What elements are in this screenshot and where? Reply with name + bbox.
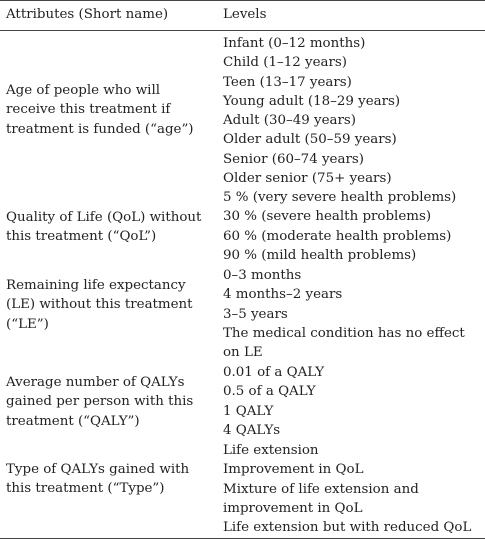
levels-age: Infant (0–12 months) Child (1–12 years) …: [223, 34, 485, 188]
attribute-qol: Quality of Life (QoL) without this treat…: [6, 210, 202, 245]
table-bottom-rule: [0, 538, 485, 539]
attribute-age: Age of people who will receive this trea…: [6, 83, 194, 137]
header-rule: [0, 30, 485, 31]
level-item: Older adult (50–59 years): [223, 132, 397, 148]
level-item: Infant (0–12 months): [223, 36, 366, 51]
levels-le: 0–3 months 4 months–2 years 3–5 years Th…: [223, 266, 485, 362]
level-item: 4 QALYs: [223, 422, 281, 438]
header-levels: Levels: [223, 7, 267, 22]
levels-type: Life extension Improvement in QoL Mixtur…: [223, 441, 485, 537]
level-item: 30 % (severe health problems): [223, 209, 432, 225]
level-item: Older senior (75+ years): [223, 171, 392, 187]
levels-qol: 5 % (very severe health problems) 30 % (…: [223, 188, 485, 265]
level-item: 0.01 of a QALY: [223, 365, 325, 380]
level-item: The medical condition has no effect on L…: [223, 325, 465, 361]
level-item: 60 % (moderate health problems): [223, 228, 452, 244]
level-item: Mixture of life extension and improvemen…: [223, 481, 419, 516]
level-item: Improvement in QoL: [223, 462, 364, 478]
level-item: Senior (60–74 years): [223, 151, 364, 167]
level-item: 1 QALY: [223, 403, 274, 419]
level-item: Young adult (18–29 years): [223, 93, 401, 109]
level-item: Teen (13–17 years): [223, 74, 352, 90]
level-item: Adult (30–49 years): [223, 113, 357, 129]
level-item: 90 % (mild health problems): [223, 247, 417, 263]
level-item: 0.5 of a QALY: [223, 384, 316, 400]
level-item: Life extension but with reduced QoL: [223, 520, 472, 536]
level-item: 0–3 months: [223, 268, 302, 283]
attribute-type: Type of QALYs gained with this treatment…: [6, 462, 190, 497]
attribute-le: Remaining life expectancy (LE) without t…: [6, 278, 193, 332]
level-item: 3–5 years: [223, 306, 288, 322]
header-attributes: Attributes (Short name): [6, 7, 169, 22]
attribute-qaly: Average number of QALYs gained per perso…: [6, 375, 194, 429]
levels-qaly: 0.01 of a QALY 0.5 of a QALY 1 QALY 4 QA…: [223, 363, 485, 440]
level-item: Child (1–12 years): [223, 55, 347, 71]
table-top-rule: [0, 0, 485, 1]
level-item: 4 months–2 years: [223, 287, 343, 303]
level-item: 5 % (very severe health problems): [223, 190, 457, 205]
level-item: Life extension: [223, 443, 319, 458]
